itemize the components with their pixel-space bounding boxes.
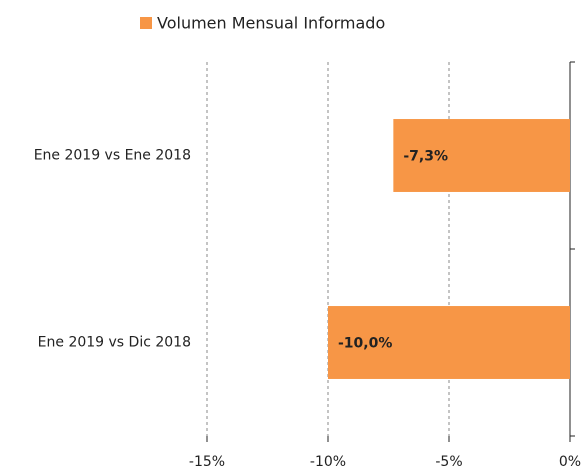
x-tick-label: -15% (189, 454, 225, 470)
bar (328, 306, 570, 379)
data-label: -10,0% (338, 336, 392, 352)
x-tick-label: -5% (435, 454, 462, 470)
y-tick-label: Ene 2019 vs Ene 2018 (34, 148, 191, 164)
legend-label: Volumen Mensual Informado (157, 14, 385, 33)
data-label: -7,3% (403, 149, 448, 165)
y-tick-label: Ene 2019 vs Dic 2018 (38, 335, 191, 351)
x-tick-label: -10% (310, 454, 346, 470)
legend-swatch (140, 17, 152, 29)
bar (393, 119, 570, 192)
x-tick-label: 0% (559, 454, 581, 470)
